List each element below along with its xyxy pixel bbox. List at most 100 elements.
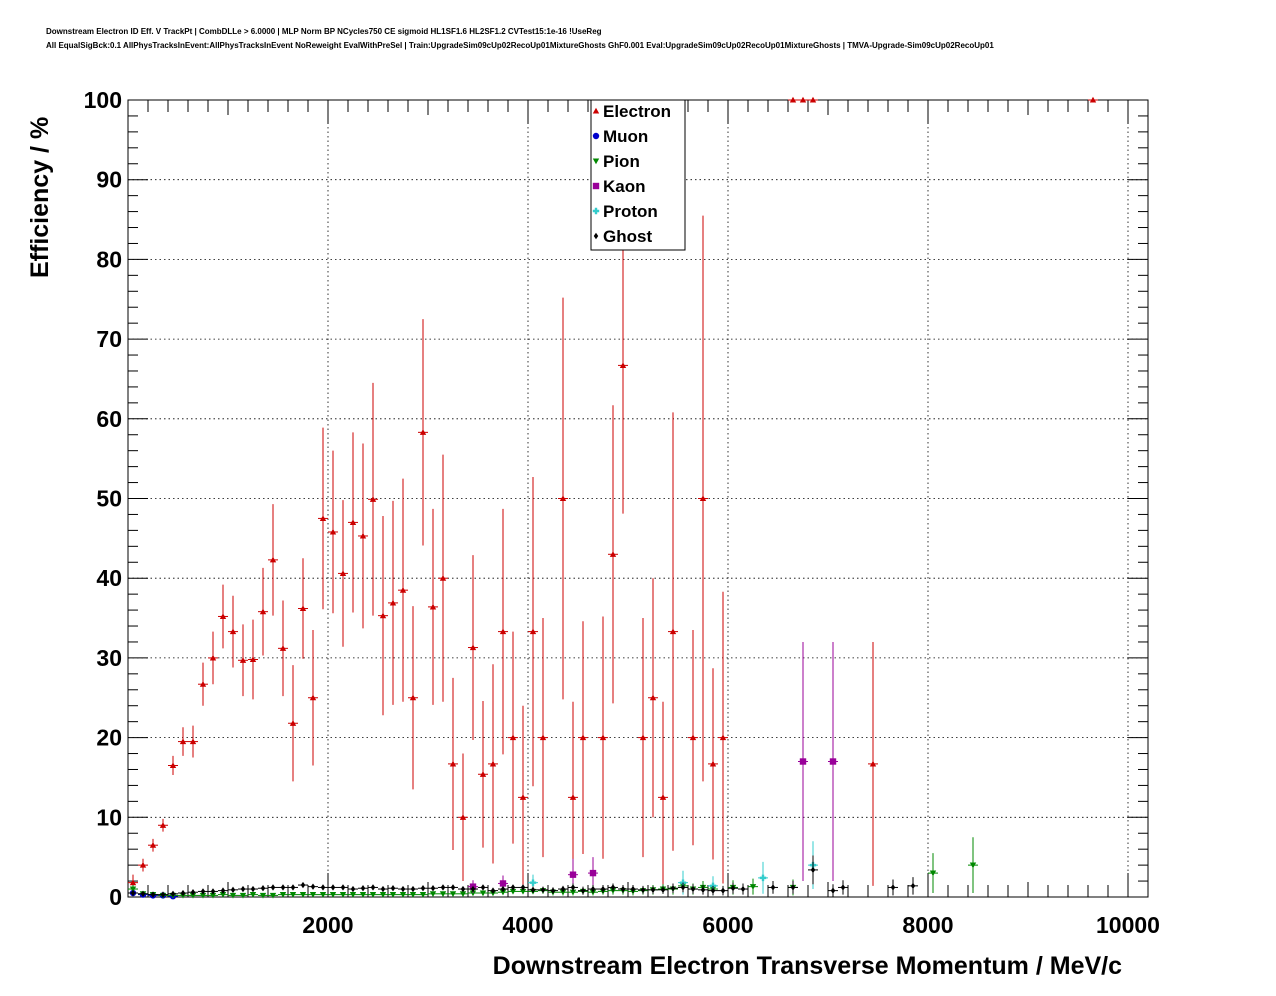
pion-point <box>348 892 358 898</box>
ghost-marker <box>130 889 136 897</box>
y-tick-label: 10 <box>96 804 122 830</box>
pion-marker <box>479 890 487 897</box>
pion-point <box>458 891 468 898</box>
electron-marker <box>539 734 547 741</box>
ghost-marker <box>620 885 626 893</box>
pion-point <box>378 892 388 898</box>
ghost-point <box>718 885 728 896</box>
pion-marker <box>439 891 447 898</box>
electron-point <box>298 558 308 659</box>
ghost-marker <box>550 887 556 894</box>
electron-marker <box>359 532 367 539</box>
ghost-point <box>658 885 668 894</box>
legend-label-ghost: Ghost <box>603 227 652 246</box>
ghost-point <box>838 880 848 895</box>
pion-marker <box>329 892 337 898</box>
kaon-marker <box>569 871 577 878</box>
legend: Electron Muon Pion Kaon Proton Ghost <box>590 99 686 251</box>
electron-marker <box>319 515 327 521</box>
pion-marker <box>219 892 227 898</box>
electron-marker <box>659 794 667 800</box>
pion-point <box>268 892 278 899</box>
ghost-marker <box>560 885 566 893</box>
electron-marker <box>299 605 307 612</box>
pion-marker <box>369 892 377 898</box>
legend-label-kaon: Kaon <box>603 177 646 196</box>
electron-marker <box>219 613 227 620</box>
ghost-point <box>728 882 738 894</box>
electron-point <box>508 631 518 844</box>
pion-point <box>278 892 288 898</box>
electron-marker <box>709 760 717 767</box>
electron-marker <box>619 362 627 368</box>
proton-marker <box>759 874 767 882</box>
electron-point <box>798 96 808 103</box>
ghost-marker <box>720 887 726 894</box>
ghost-point <box>418 885 428 892</box>
ghost-marker <box>270 884 276 891</box>
y-axis-title: Efficiency / % <box>26 117 54 278</box>
electron-point <box>478 700 488 848</box>
ghost-point <box>908 877 918 895</box>
ghost-marker <box>360 885 366 892</box>
pion-point <box>358 892 368 898</box>
ghost-marker <box>210 888 216 895</box>
kaon-point <box>798 641 808 882</box>
ghost-marker <box>890 884 896 891</box>
ghost-point <box>328 884 338 891</box>
electron-marker <box>719 734 727 741</box>
electron-marker <box>269 556 277 563</box>
ghost-marker <box>260 885 266 892</box>
electron-point <box>618 217 628 514</box>
legend-label-electron: Electron <box>603 102 671 121</box>
ghost-marker <box>710 887 716 894</box>
electron-marker <box>869 760 877 767</box>
electron-point <box>428 508 438 705</box>
ghost-marker <box>390 885 396 892</box>
electron-point <box>228 595 238 668</box>
legend-marker-electron <box>592 107 600 114</box>
ghost-marker <box>630 885 636 893</box>
electron-marker <box>489 760 497 767</box>
electron-point <box>238 624 248 697</box>
ghost-point <box>608 883 618 892</box>
ghost-marker <box>540 886 546 894</box>
ghost-point <box>308 883 318 890</box>
electron-marker <box>369 496 377 502</box>
electron-point <box>338 500 348 647</box>
electron-point <box>448 677 458 850</box>
ghost-marker <box>530 886 536 894</box>
series-electron <box>128 96 1098 894</box>
pion-point <box>928 853 938 894</box>
y-tick-label: 60 <box>96 406 122 432</box>
electron-marker <box>569 794 577 800</box>
ghost-point <box>388 885 398 892</box>
pion-marker <box>269 892 277 899</box>
electron-point <box>218 584 228 649</box>
electron-marker <box>279 645 287 651</box>
pion-point <box>438 891 448 898</box>
pion-point <box>208 892 218 899</box>
proton-marker <box>529 879 537 886</box>
electron-point <box>518 705 528 890</box>
ghost-point <box>558 885 568 893</box>
pion-point <box>418 892 428 898</box>
pion-marker <box>299 892 307 898</box>
electron-marker <box>579 734 587 741</box>
legend-marker-proton <box>592 207 600 215</box>
ghost-marker <box>310 883 316 890</box>
electron-marker <box>699 495 707 502</box>
pion-point <box>328 892 338 898</box>
ghost-point <box>458 885 468 893</box>
electron-point <box>168 755 178 776</box>
electron-point <box>598 616 608 859</box>
ghost-point <box>348 885 358 893</box>
ghost-point <box>248 885 258 893</box>
ghost-point <box>708 885 718 896</box>
electron-marker <box>139 861 147 868</box>
electron-marker <box>149 841 157 848</box>
chart-title-line-1: Downstream Electron ID Eff. V TrackPt | … <box>46 27 602 36</box>
electron-marker <box>639 734 647 741</box>
pion-point <box>428 891 438 898</box>
legend-marker-pion <box>592 158 600 165</box>
